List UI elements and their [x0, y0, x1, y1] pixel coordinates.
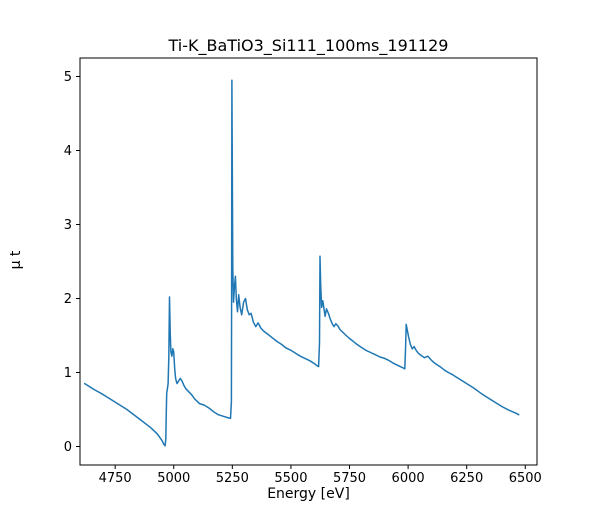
x-tick-label: 5750	[333, 471, 366, 486]
y-tick-label: 4	[64, 144, 72, 159]
x-axis-label: Energy [eV]	[267, 486, 350, 502]
y-tick-label: 3	[64, 218, 72, 233]
y-tick-label: 2	[64, 292, 72, 307]
x-tick-label: 5250	[216, 471, 249, 486]
y-tick-label: 5	[64, 70, 72, 85]
x-tick-label: 6000	[392, 471, 425, 486]
data-line	[83, 79, 520, 447]
x-tick-label: 6250	[450, 471, 483, 486]
x-tick-label: 4750	[99, 471, 132, 486]
y-axis-label: μ t	[8, 250, 24, 270]
y-tick-label: 1	[64, 366, 72, 381]
x-tick-label: 5000	[157, 471, 190, 486]
chart-title: Ti-K_BaTiO3_Si111_100ms_191129	[168, 36, 449, 55]
x-tick-label: 5500	[274, 471, 307, 486]
x-tick-label: 6500	[509, 471, 542, 486]
y-tick-label: 0	[64, 440, 72, 455]
axes-frame	[79, 57, 538, 466]
